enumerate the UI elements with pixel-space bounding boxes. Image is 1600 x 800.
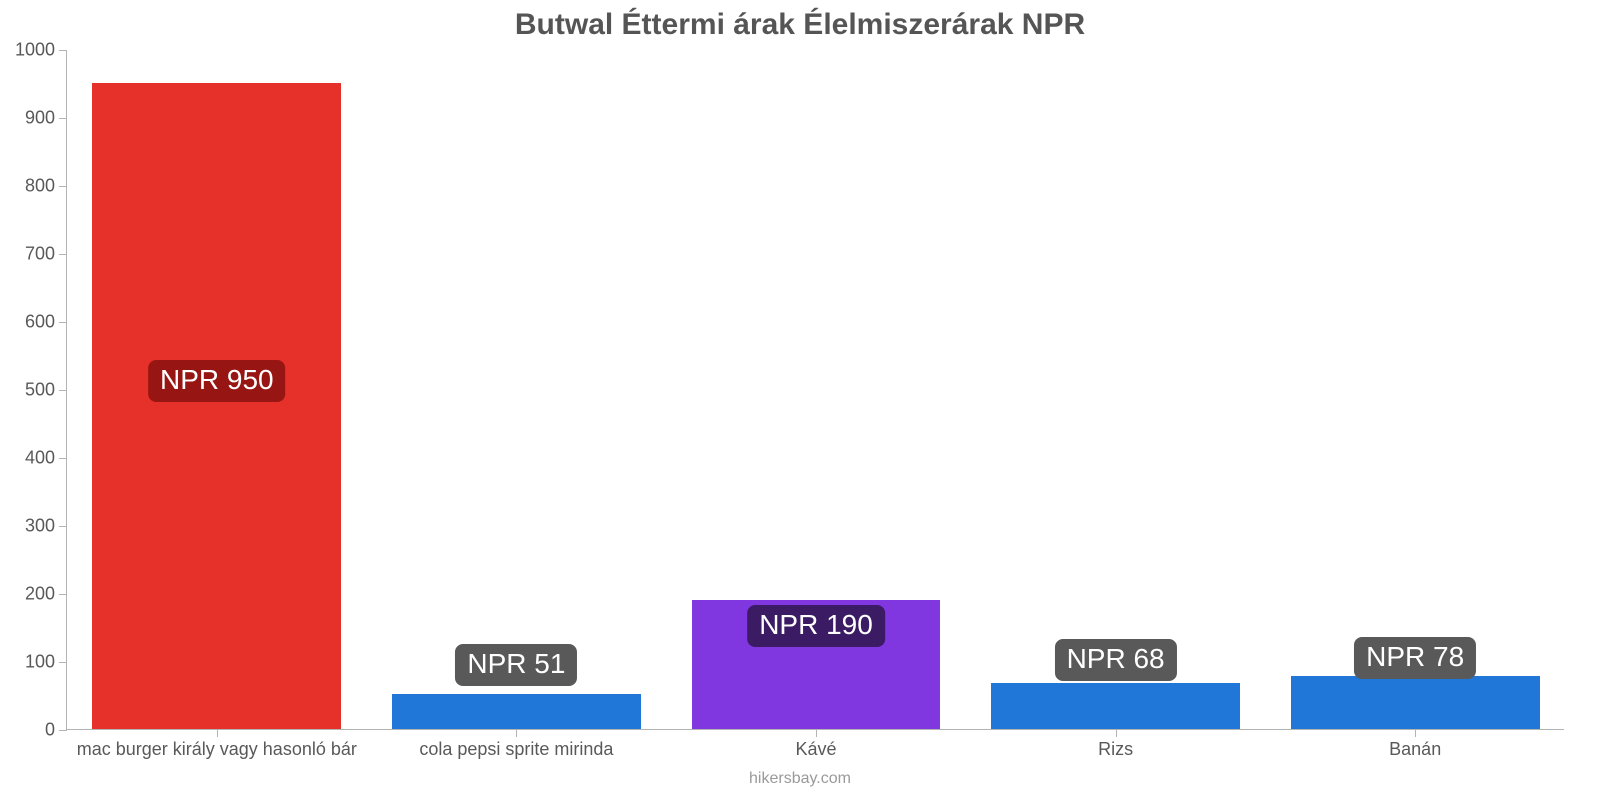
- chart-title: Butwal Éttermi árak Élelmiszerárak NPR: [0, 8, 1600, 42]
- category-label: mac burger király vagy hasonló bár: [77, 729, 357, 760]
- value-badge: NPR 51: [455, 644, 577, 686]
- category-label: Banán: [1389, 729, 1441, 760]
- y-tick-label: 700: [25, 244, 67, 265]
- category-label: Rizs: [1098, 729, 1133, 760]
- y-tick-label: 300: [25, 516, 67, 537]
- bar: [991, 683, 1240, 729]
- y-tick-label: 900: [25, 108, 67, 129]
- value-badge: NPR 78: [1354, 637, 1476, 679]
- y-tick-label: 100: [25, 652, 67, 673]
- value-badge: NPR 68: [1055, 639, 1177, 681]
- source-credit: hikersbay.com: [0, 770, 1600, 788]
- category-label: cola pepsi sprite mirinda: [419, 729, 613, 760]
- y-tick-label: 400: [25, 448, 67, 469]
- category-label: Kávé: [795, 729, 836, 760]
- bar: [392, 694, 641, 729]
- plot-area: 01002003004005006007008009001000mac burg…: [66, 50, 1564, 730]
- bar: [1291, 676, 1540, 729]
- value-badge: NPR 950: [148, 360, 286, 402]
- y-tick-label: 600: [25, 312, 67, 333]
- y-tick-label: 500: [25, 380, 67, 401]
- y-tick-label: 1000: [15, 40, 67, 61]
- price-bar-chart: Butwal Éttermi árak Élelmiszerárak NPR 0…: [0, 0, 1600, 800]
- y-tick-label: 200: [25, 584, 67, 605]
- y-tick-label: 0: [45, 720, 67, 741]
- bar: [92, 83, 341, 729]
- y-tick-label: 800: [25, 176, 67, 197]
- value-badge: NPR 190: [747, 605, 885, 647]
